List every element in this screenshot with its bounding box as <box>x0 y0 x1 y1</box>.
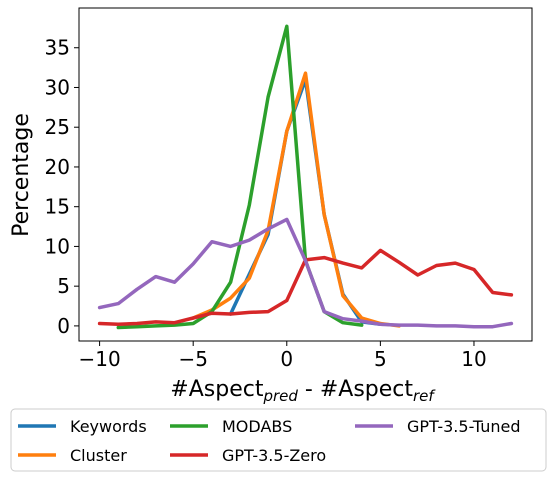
legend-label-2: MODABS <box>222 417 292 436</box>
legend: Keywords Cluster MODABS GPT-3.5-Zero GPT-3.5… <box>10 408 547 472</box>
legend-label-3: GPT-3.5-Zero <box>222 446 326 465</box>
x-axis-title: #Aspectpred - #Aspectref <box>170 377 436 405</box>
x-title-mid: - #Aspect <box>298 377 413 402</box>
y-tick-label-4: 20 <box>45 155 70 179</box>
y-tick-label-3: 15 <box>45 195 70 219</box>
x-tick-label-2: 0 <box>280 347 293 371</box>
y-tick-label-6: 30 <box>45 75 70 99</box>
series-line-0 <box>228 77 383 327</box>
x-title-sub-pred: pred <box>262 387 298 405</box>
y-tick-label-0: 0 <box>57 314 70 338</box>
x-tick-label-3: 5 <box>374 347 387 371</box>
x-title-base: #Aspect <box>170 377 264 402</box>
x-tick-label-1: −5 <box>178 347 207 371</box>
y-tick-label-2: 10 <box>45 234 70 258</box>
legend-label-0: Keywords <box>70 417 147 436</box>
y-tick-label-5: 25 <box>45 115 70 139</box>
x-tick-label-4: 10 <box>461 347 486 371</box>
y-axis-title: Percentage <box>9 113 34 237</box>
plot-area <box>97 24 514 330</box>
plot-frame <box>78 7 533 342</box>
series-line-2 <box>116 24 364 330</box>
x-tick-label-0: −10 <box>78 347 120 371</box>
series-line-1 <box>191 71 401 328</box>
x-title-sub-ref: ref <box>413 387 436 405</box>
y-tick-label-1: 5 <box>57 274 70 298</box>
series-line-4 <box>97 217 514 329</box>
x-axis-ticks: −10 −5 0 5 10 <box>78 341 487 371</box>
legend-label-4: GPT-3.5-Tuned <box>407 417 521 436</box>
y-axis-ticks: 0 5 10 15 20 25 30 35 <box>45 36 79 338</box>
legend-frame <box>10 408 547 472</box>
legend-label-1: Cluster <box>70 446 127 465</box>
y-tick-label-7: 35 <box>45 36 70 60</box>
